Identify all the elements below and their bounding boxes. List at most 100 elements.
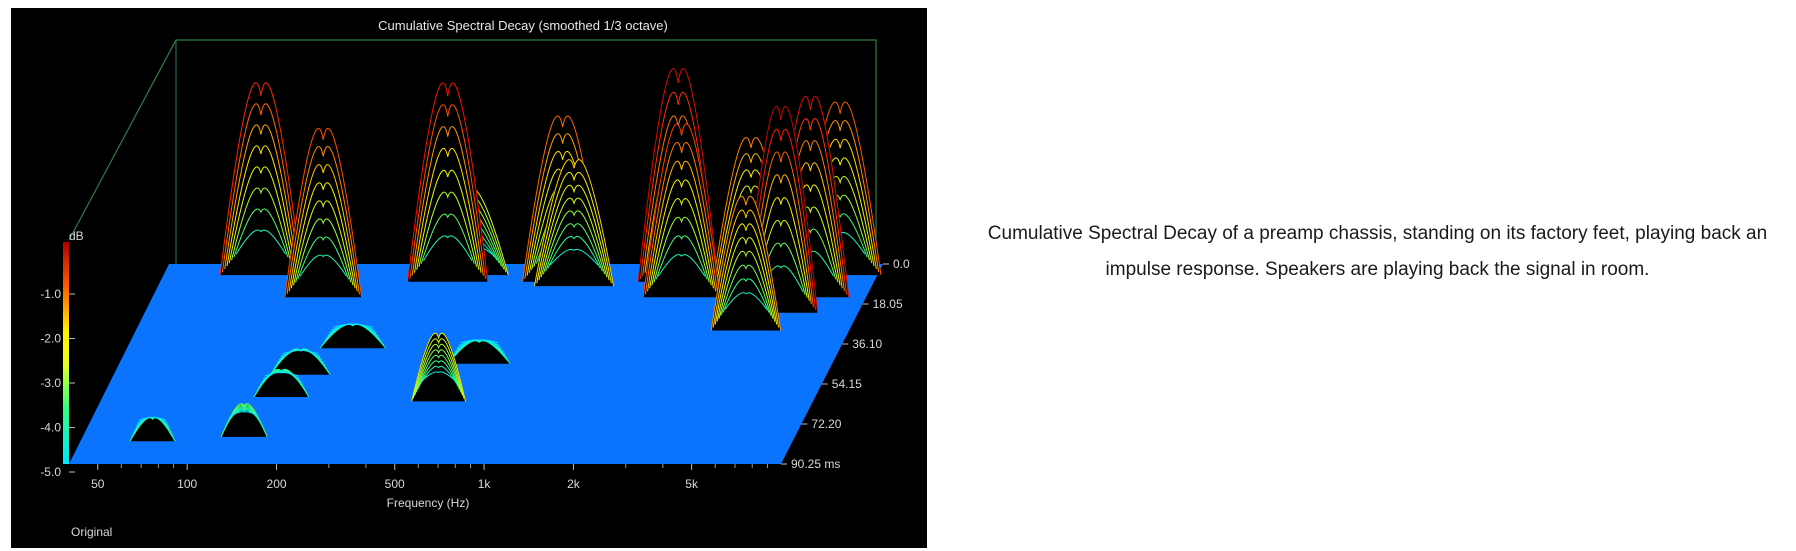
peak-contour	[545, 223, 603, 272]
peak-contour	[639, 92, 717, 279]
peak-contour	[547, 236, 601, 269]
peak-contour	[642, 123, 721, 298]
peak-contour	[714, 223, 778, 325]
x-tick-label: 50	[91, 477, 105, 491]
peak-contour	[288, 164, 358, 292]
peak-contour	[219, 82, 303, 276]
peak-contour	[749, 174, 812, 304]
peak-contour	[421, 371, 456, 381]
decay-peak	[319, 323, 386, 349]
decay-peak	[710, 195, 782, 331]
peak-contour	[418, 191, 478, 267]
back-frame-line	[68, 39, 877, 264]
peak-contour	[417, 354, 460, 390]
x-tick-label: 200	[267, 477, 287, 491]
peak-contour	[536, 172, 612, 284]
x-tick-label: 5k	[685, 477, 699, 491]
decay-peak	[642, 123, 721, 298]
peak-contour	[409, 104, 487, 279]
decay-peak	[270, 348, 331, 376]
time-tick-label: 0.0	[893, 257, 910, 271]
peak-contour	[712, 209, 780, 328]
peak-contour	[418, 360, 459, 387]
peak-contour	[423, 235, 473, 261]
peak-contour	[299, 254, 347, 277]
peak-contour	[637, 68, 719, 282]
csd-chart: Cumulative Spectral Decay (smoothed 1/3 …	[40, 18, 910, 539]
peak-contour	[420, 365, 457, 384]
decay-peak	[411, 332, 466, 402]
peak-contour	[745, 128, 816, 310]
peak-body	[534, 159, 614, 287]
peak-contour	[460, 339, 499, 344]
peak-contour	[235, 229, 287, 255]
decay-peak	[407, 82, 489, 282]
db-tick-label: -2.0	[40, 332, 61, 346]
peak-contour	[407, 82, 489, 282]
peak-contour	[540, 197, 608, 278]
figure-caption: Cumulative Spectral Decay of a preamp ch…	[987, 223, 1768, 280]
decay-peak	[533, 159, 615, 287]
peak-contour	[293, 200, 354, 286]
peak-contour	[542, 210, 606, 275]
peak-contour	[297, 236, 350, 280]
x-tick-label: 100	[177, 477, 197, 491]
peak-contour	[420, 213, 475, 264]
peak-body	[711, 196, 781, 331]
peak-contour	[653, 216, 710, 283]
x-tick-label: 1k	[478, 477, 492, 491]
decay-peak	[253, 368, 310, 398]
db-tick-label: -4.0	[40, 421, 61, 435]
time-tick-label: 54.15	[832, 377, 862, 391]
peak-contour	[644, 142, 719, 295]
time-tick-label: 36.10	[852, 337, 882, 351]
x-axis-label: Frequency (Hz)	[387, 496, 470, 510]
decay-peak	[129, 416, 176, 442]
peak-contour	[231, 187, 291, 261]
peak-contour	[230, 411, 259, 417]
time-tick-label: 90.25 ms	[791, 457, 840, 471]
peak-contour	[549, 248, 599, 266]
x-tick-label: 500	[385, 477, 405, 491]
db-tick-label: -3.0	[40, 376, 61, 390]
decay-peaks	[129, 68, 882, 442]
db-color-scale	[63, 242, 69, 464]
peak-contour	[710, 195, 782, 331]
peak-contour	[282, 350, 319, 355]
peak-contour	[295, 218, 352, 283]
chart-axes: 50 100 200 500 1k 2k 5k -1.0 -2.0 -3.0 -4.0 -5.0 0.0…	[40, 257, 910, 491]
peak-contour	[228, 166, 294, 264]
time-tick-label: 18.05	[873, 297, 903, 311]
peak-contour	[533, 159, 615, 287]
decay-peak	[447, 339, 511, 365]
peak-contour	[411, 126, 484, 276]
peak-contour	[284, 128, 363, 298]
peak-contour	[290, 182, 356, 289]
peak-contour	[747, 151, 814, 307]
db-tick-label: -5.0	[40, 465, 61, 479]
peak-contour	[224, 124, 298, 270]
peak-contour	[413, 147, 482, 273]
peak-contour	[718, 250, 774, 319]
peak-contour	[226, 145, 296, 267]
db-tick-label: -1.0	[40, 287, 61, 301]
peak-contour	[655, 235, 708, 280]
chart-title: Cumulative Spectral Decay (smoothed 1/3 …	[378, 18, 668, 33]
peak-contour	[412, 338, 465, 399]
original-label: Original	[71, 525, 112, 539]
peak-contour	[651, 198, 712, 286]
peak-body	[643, 123, 720, 298]
floor-plane	[69, 264, 883, 464]
peak-contour	[264, 372, 299, 377]
peak-contour	[720, 264, 772, 316]
peak-contour	[538, 185, 610, 281]
chart-frame	[68, 39, 877, 264]
decay-peak	[220, 403, 268, 438]
peak-contour	[233, 208, 289, 258]
decay-peak	[284, 128, 363, 298]
peak-contour	[716, 237, 776, 322]
peak-contour	[411, 332, 466, 402]
peak-contour	[138, 416, 167, 421]
peak-contour	[415, 349, 462, 393]
peak-contour	[416, 170, 480, 270]
